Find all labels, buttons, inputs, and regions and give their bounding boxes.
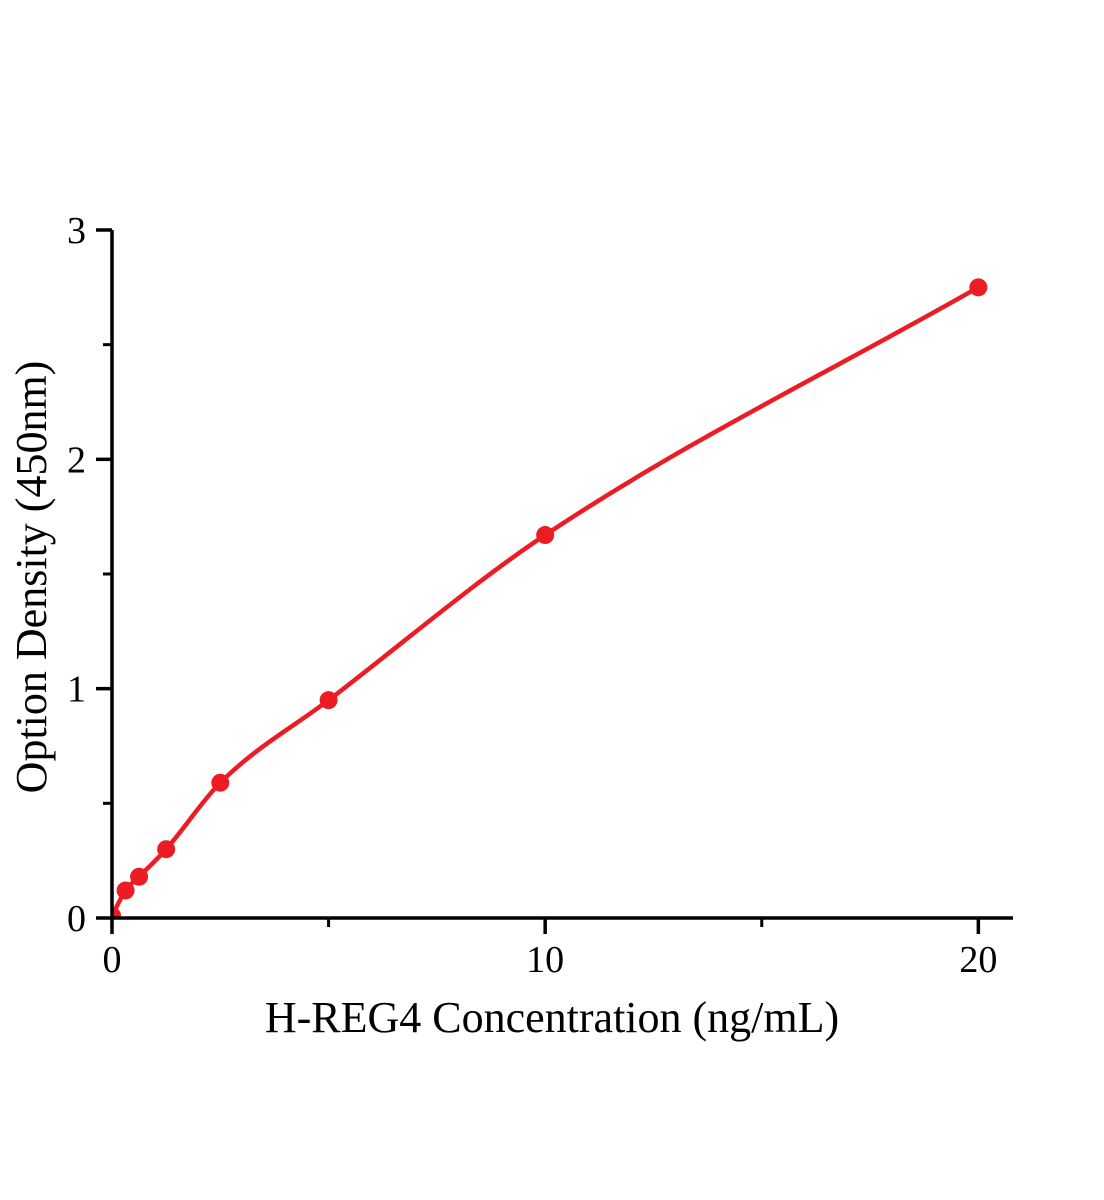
data-point: [536, 526, 555, 545]
data-point: [112, 906, 121, 918]
y-tick-label: 1: [67, 669, 86, 711]
x-tick-label: 0: [103, 939, 122, 981]
data-point: [157, 840, 176, 859]
data-point: [969, 278, 988, 297]
x-tick-label: 20: [959, 939, 997, 981]
y-tick-label: 3: [67, 210, 86, 252]
data-point: [116, 881, 135, 900]
y-tick-label: 2: [67, 439, 86, 481]
y-tick-label: 0: [67, 898, 86, 940]
series-layer: [112, 278, 988, 918]
data-point: [211, 773, 230, 792]
axes-layer: [96, 228, 1013, 934]
tick-label-layer: 0 10 20 0 1 2 3: [67, 210, 997, 981]
x-axis-title: H-REG4 Concentration (ng/mL): [265, 993, 839, 1042]
data-point: [319, 691, 338, 710]
y-axis-title: Option Density (450nm): [7, 361, 56, 794]
data-point: [130, 867, 149, 886]
x-tick-label: 10: [526, 939, 564, 981]
axis-lines: [110, 230, 1013, 920]
fit-curve: [112, 285, 980, 917]
